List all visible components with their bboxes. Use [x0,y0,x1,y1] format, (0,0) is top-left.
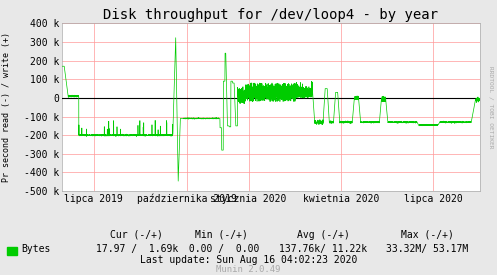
Text: 0.00 /  0.00: 0.00 / 0.00 [183,244,259,254]
Text: RRDTOOL / TOBI OETIKER: RRDTOOL / TOBI OETIKER [488,66,493,148]
Text: Max (-/+): Max (-/+) [401,230,454,240]
Text: 33.32M/ 53.17M: 33.32M/ 53.17M [386,244,469,254]
Text: Cur (-/+): Cur (-/+) [110,230,163,240]
Text: Min (-/+): Min (-/+) [195,230,248,240]
Text: 137.76k/ 11.22k: 137.76k/ 11.22k [279,244,367,254]
Text: Bytes: Bytes [21,244,50,254]
Text: 17.97 /  1.69k: 17.97 / 1.69k [95,244,178,254]
Text: Pr second read (-) / write (+): Pr second read (-) / write (+) [2,32,11,182]
Text: Munin 2.0.49: Munin 2.0.49 [216,265,281,274]
Text: Last update: Sun Aug 16 04:02:23 2020: Last update: Sun Aug 16 04:02:23 2020 [140,255,357,265]
Title: Disk throughput for /dev/loop4 - by year: Disk throughput for /dev/loop4 - by year [103,8,438,22]
Text: Avg (-/+): Avg (-/+) [297,230,349,240]
